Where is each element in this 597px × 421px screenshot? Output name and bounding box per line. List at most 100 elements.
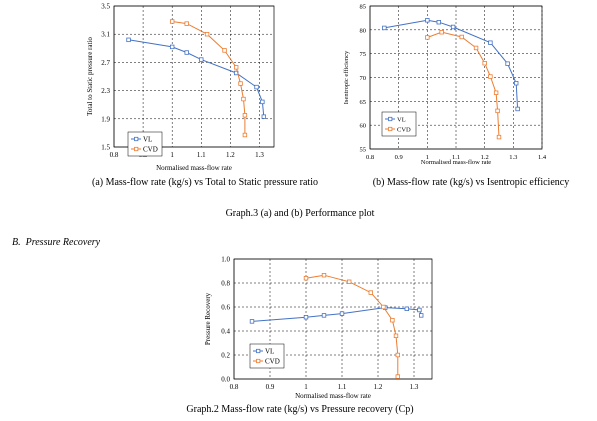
- data-point: [496, 134, 502, 140]
- legend-entry: VL: [397, 117, 406, 124]
- legend-entry: VL: [143, 136, 152, 144]
- data-point: [417, 307, 422, 313]
- data-point: [184, 50, 189, 55]
- series-cvd: [425, 30, 502, 140]
- data-point: [505, 61, 510, 66]
- series-cvd: [303, 272, 400, 379]
- x-tick-label: 1.1: [338, 383, 347, 391]
- y-tick-label: 3.1: [101, 31, 110, 39]
- data-point: [493, 90, 499, 95]
- data-point: [242, 132, 248, 138]
- plot-frame: [233, 258, 433, 380]
- caption-b: (b) Mass-flow rate (kg/s) vs Isentropic …: [372, 177, 570, 188]
- legend-entry: CVD: [397, 127, 411, 134]
- series-cvd: [169, 19, 248, 138]
- series-vl: [126, 37, 267, 119]
- series-line: [128, 39, 265, 117]
- legend: VL CVD: [381, 111, 417, 137]
- data-point: [241, 96, 246, 102]
- data-point: [513, 81, 519, 86]
- data-point: [249, 319, 255, 324]
- y-tick-label: 80: [360, 27, 367, 34]
- data-point: [515, 106, 520, 112]
- x-tick-label: 1.2: [226, 151, 235, 159]
- x-axis-label: Normalised mass-flow rate: [421, 159, 492, 166]
- x-tick-label: 1: [170, 151, 174, 159]
- x-tick-label: 0.9: [266, 383, 275, 391]
- series-vl: [382, 18, 520, 112]
- y-tick-label: 0.6: [221, 304, 230, 312]
- data-point: [473, 45, 479, 51]
- legend-box: [127, 131, 163, 157]
- x-tick-label: 1.2: [374, 383, 383, 391]
- y-tick-label: 75: [360, 51, 367, 58]
- x-axis-label: Normalised mass-flow rate: [295, 392, 371, 400]
- x-tick-label: 1.4: [538, 154, 547, 161]
- y-tick-label: 60: [360, 123, 367, 130]
- graph3-caption: Graph.3 (a) and (b) Performance plot: [225, 208, 375, 219]
- data-point: [382, 25, 387, 31]
- data-point: [260, 99, 265, 105]
- y-tick-label: 0.2: [221, 352, 230, 360]
- y-tick-label: 55: [360, 147, 367, 154]
- data-point: [238, 81, 243, 86]
- data-point: [303, 275, 309, 281]
- y-tick-label: 3.5: [101, 3, 110, 11]
- y-tick-label: 1.5: [101, 144, 110, 152]
- data-point: [395, 374, 400, 379]
- y-tick-label: 2.7: [101, 59, 110, 67]
- data-point: [346, 279, 352, 284]
- legend-marker: [134, 146, 139, 152]
- x-tick-label: 0.8: [230, 383, 239, 391]
- data-point: [488, 40, 493, 45]
- legend-marker: [388, 116, 393, 122]
- x-tick-label: 0.9: [395, 154, 403, 161]
- data-point: [425, 35, 430, 40]
- legend-marker: [256, 348, 261, 354]
- data-point: [254, 84, 259, 90]
- data-point: [126, 37, 131, 43]
- legend-marker: [256, 358, 261, 364]
- legend-entry: VL: [265, 348, 274, 356]
- data-point: [439, 30, 444, 35]
- legend-box: [381, 111, 417, 137]
- data-point: [321, 313, 327, 318]
- x-tick-label: 0.8: [110, 151, 119, 159]
- data-point: [495, 108, 500, 114]
- data-point: [368, 290, 373, 295]
- pressure-ratio-chart: 1.51.92.32.73.13.50.80.911.11.21.3Normal…: [86, 3, 275, 172]
- section-heading: B. Pressure Recovery: [12, 237, 100, 248]
- caption-a: (a) Mass-flow rate (kg/s) vs Total to St…: [91, 177, 318, 188]
- data-point: [459, 34, 464, 40]
- legend-marker: [388, 126, 393, 132]
- data-point: [184, 21, 189, 26]
- plot-frame: [113, 5, 275, 148]
- data-point: [390, 318, 395, 323]
- x-tick-label: 1.3: [255, 151, 264, 159]
- legend-marker: [134, 136, 139, 142]
- y-tick-label: 1.9: [101, 115, 110, 123]
- legend-entry: CVD: [265, 358, 280, 366]
- data-point: [303, 315, 309, 320]
- x-tick-label: 1: [426, 154, 429, 161]
- y-tick-label: 85: [360, 4, 367, 11]
- x-tick-label: 1.1: [197, 151, 206, 159]
- legend: VL CVD: [127, 131, 163, 157]
- y-tick-label: 2.3: [101, 87, 110, 95]
- x-tick-label: 1.1: [452, 154, 460, 161]
- data-point: [261, 114, 267, 119]
- y-tick-label: 70: [360, 75, 367, 82]
- data-point: [404, 306, 409, 311]
- legend-box: [249, 343, 285, 369]
- x-axis-label: Normalised mass-flow rate: [156, 164, 232, 172]
- series-line: [305, 274, 399, 377]
- y-tick-label: 0.8: [221, 280, 230, 288]
- data-point: [242, 113, 248, 118]
- data-point: [482, 61, 487, 66]
- data-point: [418, 313, 424, 318]
- section-number: B.: [12, 237, 21, 248]
- data-point: [169, 44, 175, 50]
- y-tick-label: 1.0: [221, 256, 230, 264]
- data-point: [233, 65, 239, 70]
- data-point: [488, 74, 493, 79]
